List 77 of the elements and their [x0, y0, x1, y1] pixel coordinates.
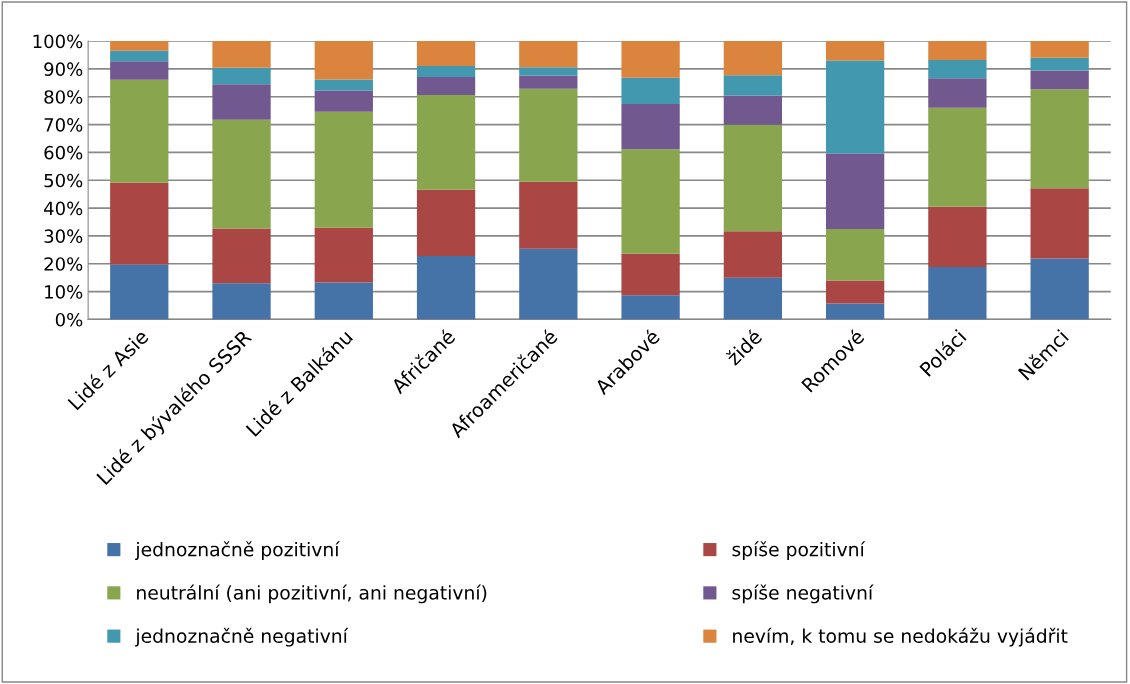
bar — [1030, 70, 1089, 90]
bar — [723, 231, 783, 278]
y-tick-label: 20% — [44, 257, 83, 271]
bar — [110, 61, 169, 80]
bar — [212, 228, 271, 284]
bar — [110, 50, 169, 62]
bar — [416, 41, 476, 67]
bar — [314, 41, 373, 80]
bar — [212, 41, 271, 68]
legend-label: spíše pozitivní — [732, 541, 866, 561]
bar — [314, 90, 373, 112]
bar — [1030, 188, 1089, 259]
bar — [314, 227, 373, 283]
legend-label: jednoznačně negativní — [135, 627, 349, 647]
y-tick-label: 30% — [44, 229, 83, 244]
bar — [212, 84, 271, 120]
bar — [825, 41, 885, 61]
y-tick-label: 70% — [44, 118, 83, 132]
bar — [110, 182, 169, 265]
bar — [1030, 258, 1089, 320]
bar — [519, 67, 578, 76]
bar — [110, 79, 169, 183]
bar — [723, 75, 783, 96]
bar — [928, 206, 987, 268]
bar — [416, 66, 476, 77]
bar — [519, 248, 578, 320]
bar — [416, 76, 476, 96]
bar — [621, 149, 680, 254]
bar — [825, 280, 885, 304]
bar — [825, 60, 885, 154]
y-tick-label: 10% — [45, 285, 83, 299]
bar — [416, 95, 476, 190]
bar — [1030, 41, 1089, 58]
bar — [825, 153, 885, 229]
bar — [928, 78, 987, 108]
bar — [723, 277, 783, 320]
bar — [621, 103, 680, 150]
bar — [1030, 57, 1089, 71]
bar — [314, 282, 373, 320]
bar — [621, 295, 680, 320]
bar — [212, 67, 271, 85]
bar — [110, 41, 169, 51]
bar — [314, 79, 373, 91]
bar — [212, 283, 271, 320]
bar — [416, 255, 476, 320]
bar — [928, 107, 987, 207]
y-tick-label: 90% — [44, 62, 83, 76]
legend-label: neutrální (ani pozitivní, ani negativní) — [137, 584, 487, 604]
bar — [519, 181, 578, 249]
bar — [212, 119, 271, 229]
legend-label: nevím, k tomu se nedokážu vyjádřit — [733, 627, 1068, 647]
y-tick-label: 100% — [33, 34, 83, 49]
legend-label: spíše negativní — [732, 584, 874, 604]
bar — [621, 41, 680, 78]
y-tick-label: 50% — [44, 173, 83, 188]
y-tick-label: 40% — [44, 201, 83, 216]
bar — [723, 124, 783, 232]
bar — [825, 303, 885, 320]
bar — [723, 41, 783, 76]
bar — [928, 59, 987, 79]
y-tick-label: 60% — [44, 145, 83, 160]
bar — [1030, 89, 1089, 189]
bar — [621, 253, 680, 296]
bar — [723, 95, 783, 125]
bar — [928, 41, 987, 60]
bar — [519, 88, 578, 182]
legend-label: jednoznačně pozitivní — [135, 541, 340, 561]
bar — [110, 264, 169, 320]
bar — [519, 41, 578, 68]
y-tick-label: 0% — [55, 312, 83, 327]
y-tick-label: 80% — [44, 90, 83, 104]
bar — [314, 111, 373, 228]
bar — [621, 77, 680, 104]
bar — [519, 75, 578, 89]
bar — [416, 189, 476, 256]
bar — [825, 228, 885, 281]
bar — [928, 267, 987, 320]
